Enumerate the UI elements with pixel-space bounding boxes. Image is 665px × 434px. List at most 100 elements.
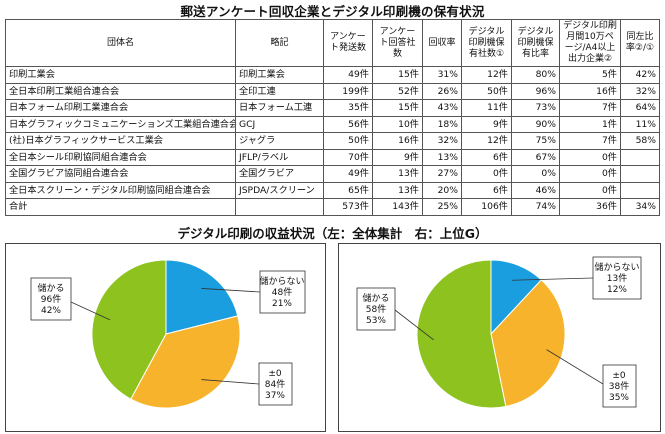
slice-label: 儲かる [37, 282, 64, 294]
column-header: 回収率 [422, 19, 462, 67]
table-cell: 7件 [559, 99, 621, 117]
pie-slice [165, 259, 239, 335]
table-cell: 11件 [461, 99, 512, 117]
table-cell: 50件 [323, 132, 373, 150]
table-row: 全日本スクリーン・デジタル印刷協同組合連合会 JSPDA/スクリーン 65件 13件 2… [5, 181, 660, 199]
table-cell: 74% [511, 198, 560, 216]
table-cell: 31% [422, 66, 462, 84]
table-cell: 6件 [461, 181, 512, 199]
table-title: 郵送アンケート回収企業とデジタル印刷機の保有状況 [180, 4, 485, 19]
survey-table: 団体名 略記 アンケート発送数 アンケート回答社数 回収率 デジタル印刷機保有社数① デジタ… [5, 19, 660, 216]
table-cell: 12件 [461, 132, 512, 150]
leader-line [201, 288, 261, 293]
slice-label: 58件 [366, 303, 386, 315]
table-cell: 7件 [559, 132, 621, 150]
table-cell: 全印工連 [235, 82, 324, 100]
table-cell: 全日本シール印刷協同組合連合会 [5, 148, 236, 166]
table-cell: 0件 [461, 165, 512, 183]
leader-line [70, 301, 111, 321]
table-row: 日本フォーム印刷工業連合会 日本フォーム工連 35件 15件 43% 11件 73% 7件 64… [5, 99, 660, 117]
slice-label: 53% [366, 316, 386, 326]
table-cell: 16件 [372, 132, 423, 150]
slice-label: 13件 [607, 272, 627, 284]
table-cell: 16件 [559, 82, 621, 100]
slice-label: 儲からない [594, 261, 639, 273]
table-row: 日本グラフィックコミュニケーションズ工業組合連合会 GCJ 56件 10件 18% 9件 9… [5, 115, 660, 133]
table-cell: 35件 [323, 99, 373, 117]
slice-label: 38件 [609, 380, 629, 392]
table-cell: JSPDA/スクリーン [235, 181, 324, 199]
table-cell: 印刷工業会 [5, 66, 236, 84]
table-cell: 143件 [372, 198, 423, 216]
table-cell: 全国グラビア [235, 165, 324, 183]
column-header: デジタル印刷月間10万ページ/A4以上出力企業② [559, 19, 621, 67]
table-cell: 0% [511, 165, 560, 183]
pie-slice [416, 259, 507, 409]
label-box [602, 364, 637, 408]
table-cell: 0件 [559, 181, 621, 199]
slice-label: 35% [609, 393, 629, 403]
table-cell: 96% [511, 82, 560, 100]
table-cell: 13件 [372, 181, 423, 199]
table-cell: 9件 [461, 115, 512, 133]
table-cell [620, 148, 660, 166]
slice-label: 儲からない [259, 275, 304, 287]
table-cell: 9件 [372, 148, 423, 166]
leader-line [512, 277, 594, 281]
table-cell: 15件 [372, 66, 423, 84]
table-cell: 全日本印刷工業組合連合会 [5, 82, 236, 100]
label-box [592, 256, 642, 300]
table-cell: 49件 [323, 66, 373, 84]
table-cell: 18% [422, 115, 462, 133]
table-cell: 65件 [323, 181, 373, 199]
label-box [258, 362, 293, 406]
pie-slice [130, 315, 241, 409]
table-cell: 36件 [559, 198, 621, 216]
slice-label: ±0 [268, 369, 282, 379]
table-row: 全日本シール印刷協同組合連合会 JFLP/ラベル 70件 9件 13% 6件 67% 0件 [5, 148, 660, 166]
table-cell: 52件 [372, 82, 423, 100]
table-cell: 46% [511, 181, 560, 199]
table-cell: 11% [620, 115, 660, 133]
table-cell: 56件 [323, 115, 373, 133]
slice-label: 37% [265, 391, 285, 401]
column-header: アンケート発送数 [323, 19, 373, 67]
table-cell: 0件 [559, 148, 621, 166]
table-cell: 32% [620, 82, 660, 100]
table-cell: 75% [511, 132, 560, 150]
table-cell: 日本グラフィックコミュニケーションズ工業組合連合会 [5, 115, 236, 133]
table-cell: 49件 [323, 165, 373, 183]
leader-line [201, 379, 260, 385]
table-cell: 73% [511, 99, 560, 117]
table-cell: 20% [422, 181, 462, 199]
table-header-row: 団体名 略記 アンケート発送数 アンケート回答社数 回収率 デジタル印刷機保有社数① デジタ… [5, 19, 660, 67]
slice-label: 84件 [265, 378, 285, 390]
pie-slice [91, 259, 167, 400]
leader-line [394, 309, 434, 341]
table-cell: 106件 [461, 198, 512, 216]
table-cell: 58% [620, 132, 660, 150]
table-cell: 6件 [461, 148, 512, 166]
table-row: (社)日本グラフィックサービス工業会 ジャグラ 50件 16件 32% 12件 75% 7件 5… [5, 132, 660, 150]
table-cell: 90% [511, 115, 560, 133]
table-row: 印刷工業会 印刷工業会 49件 15件 31% 12件 80% 5件 42% [5, 66, 660, 84]
table-cell: 0件 [559, 165, 621, 183]
table-cell: 合計 [5, 198, 236, 216]
table-cell: 10件 [372, 115, 423, 133]
column-header: アンケート回答社数 [372, 19, 423, 67]
table-cell: 13% [422, 148, 462, 166]
table-cell [235, 198, 324, 216]
slice-label: 96件 [41, 293, 61, 305]
table-cell: 15件 [372, 99, 423, 117]
table-total-row: 合計 573件 143件 25% 106件 74% 36件 34% [5, 198, 660, 216]
column-header: 略記 [235, 19, 324, 67]
slice-label: 12% [607, 285, 627, 295]
table-cell: 26% [422, 82, 462, 100]
table-cell: 1件 [559, 115, 621, 133]
slice-label: 48件 [272, 286, 292, 298]
label-box [356, 287, 396, 331]
table-cell: 70件 [323, 148, 373, 166]
pie-panel-overall: 儲からない 48件 21% ±0 84件 37% 儲かる 96件 42% [5, 243, 326, 432]
